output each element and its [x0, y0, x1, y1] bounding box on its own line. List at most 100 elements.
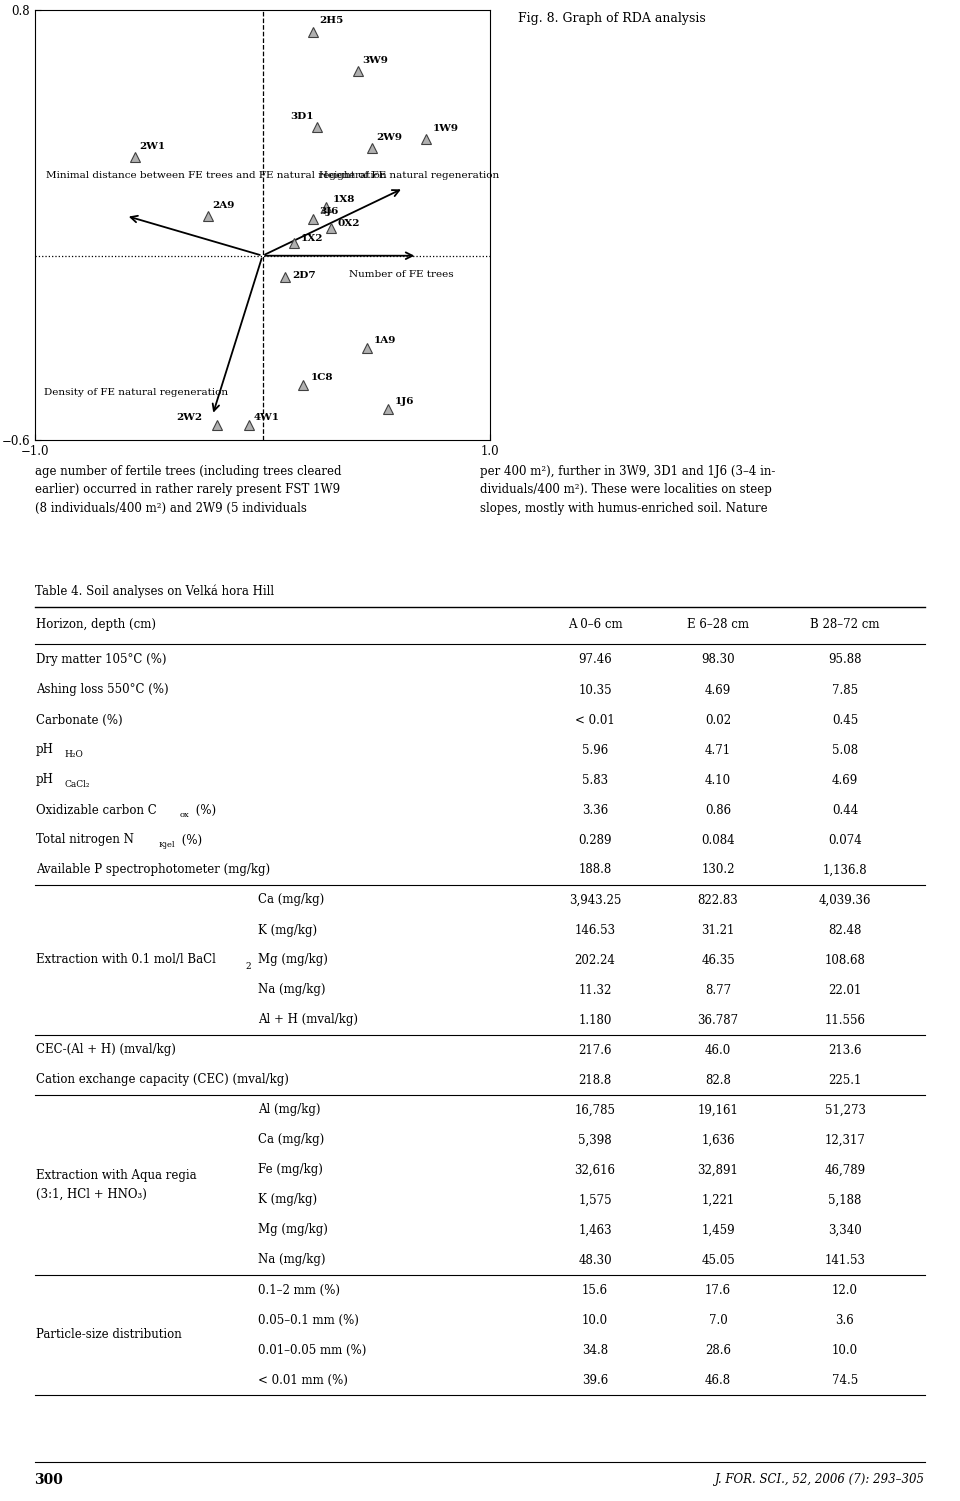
- Text: 1,575: 1,575: [578, 1193, 612, 1207]
- Text: 4.69: 4.69: [832, 773, 858, 787]
- Text: 32,891: 32,891: [698, 1163, 738, 1177]
- Text: K (mg/kg): K (mg/kg): [258, 923, 317, 937]
- Text: Particle-size distribution: Particle-size distribution: [36, 1328, 181, 1342]
- Text: Ca (mg/kg): Ca (mg/kg): [258, 893, 324, 907]
- Text: 1,463: 1,463: [578, 1223, 612, 1237]
- Text: 217.6: 217.6: [578, 1043, 612, 1057]
- Text: pH: pH: [36, 773, 54, 787]
- Text: 11.556: 11.556: [825, 1013, 866, 1027]
- Text: < 0.01: < 0.01: [575, 713, 614, 726]
- Text: Extraction with 0.1 mol/l BaCl: Extraction with 0.1 mol/l BaCl: [36, 953, 216, 967]
- Text: 5.96: 5.96: [582, 743, 608, 757]
- Text: B 28–72 cm: B 28–72 cm: [810, 618, 879, 632]
- Text: ox: ox: [180, 811, 190, 818]
- Text: Al (mg/kg): Al (mg/kg): [258, 1103, 321, 1117]
- Text: 0X2: 0X2: [338, 219, 360, 228]
- Text: 82.48: 82.48: [828, 923, 862, 937]
- Text: 17.6: 17.6: [705, 1283, 732, 1297]
- Text: Ca (mg/kg): Ca (mg/kg): [258, 1133, 324, 1147]
- Text: CaCl₂: CaCl₂: [65, 781, 90, 790]
- Text: 130.2: 130.2: [701, 863, 734, 877]
- Text: Mg (mg/kg): Mg (mg/kg): [258, 953, 328, 967]
- Text: 5.83: 5.83: [582, 773, 608, 787]
- Text: 188.8: 188.8: [578, 863, 612, 877]
- Text: age number of fertile trees (including trees cleared
earlier) occurred in rather: age number of fertile trees (including t…: [35, 465, 341, 515]
- Text: 1,221: 1,221: [702, 1193, 734, 1207]
- Text: 1J6: 1J6: [395, 398, 414, 407]
- Text: 218.8: 218.8: [578, 1073, 612, 1087]
- Text: 1W9: 1W9: [433, 125, 459, 134]
- Text: 98.30: 98.30: [701, 653, 734, 666]
- Text: (%): (%): [178, 833, 203, 847]
- Text: 97.46: 97.46: [578, 653, 612, 666]
- Text: 2W9: 2W9: [376, 134, 402, 143]
- Text: 36.787: 36.787: [697, 1013, 738, 1027]
- Text: 1X2: 1X2: [301, 234, 324, 243]
- Text: Carbonate (%): Carbonate (%): [36, 713, 123, 726]
- Text: Ashing loss 550°C (%): Ashing loss 550°C (%): [36, 683, 169, 696]
- Text: Available P spectrophotometer (mg/kg): Available P spectrophotometer (mg/kg): [36, 863, 270, 877]
- Text: 202.24: 202.24: [575, 953, 615, 967]
- Text: 16,785: 16,785: [574, 1103, 615, 1117]
- Text: Oxidizable carbon C: Oxidizable carbon C: [36, 803, 156, 817]
- Text: Height of FE natural regeneration: Height of FE natural regeneration: [320, 171, 499, 180]
- Text: 31.21: 31.21: [702, 923, 734, 937]
- Text: 19,161: 19,161: [698, 1103, 738, 1117]
- Text: A 0–6 cm: A 0–6 cm: [567, 618, 622, 632]
- Text: 1,636: 1,636: [701, 1133, 734, 1147]
- Text: 0.01–0.05 mm (%): 0.01–0.05 mm (%): [258, 1343, 367, 1357]
- Text: 32,616: 32,616: [574, 1163, 615, 1177]
- Text: 141.53: 141.53: [825, 1253, 866, 1267]
- Text: 146.53: 146.53: [574, 923, 615, 937]
- Text: 74.5: 74.5: [832, 1373, 858, 1387]
- Text: 0.05–0.1 mm (%): 0.05–0.1 mm (%): [258, 1313, 359, 1327]
- Text: 0.86: 0.86: [705, 803, 732, 817]
- Text: 2D7: 2D7: [292, 272, 316, 281]
- Text: 46.0: 46.0: [705, 1043, 732, 1057]
- Text: 0.1–2 mm (%): 0.1–2 mm (%): [258, 1283, 340, 1297]
- Text: 7.85: 7.85: [832, 683, 858, 696]
- Text: 3J6: 3J6: [320, 207, 339, 216]
- Text: 10.0: 10.0: [832, 1343, 858, 1357]
- Text: (%): (%): [192, 803, 217, 817]
- Text: < 0.01 mm (%): < 0.01 mm (%): [258, 1373, 348, 1387]
- Text: 5,398: 5,398: [578, 1133, 612, 1147]
- Text: 11.32: 11.32: [578, 983, 612, 997]
- Text: 12,317: 12,317: [825, 1133, 865, 1147]
- Text: Na (mg/kg): Na (mg/kg): [258, 1253, 325, 1267]
- Text: 225.1: 225.1: [828, 1073, 862, 1087]
- Text: (3:1, HCl + HNO₃): (3:1, HCl + HNO₃): [36, 1187, 147, 1201]
- Text: E 6–28 cm: E 6–28 cm: [687, 618, 749, 632]
- Text: Fe (mg/kg): Fe (mg/kg): [258, 1163, 323, 1177]
- Text: pH: pH: [36, 743, 54, 757]
- Text: 51,273: 51,273: [825, 1103, 866, 1117]
- Text: 3.36: 3.36: [582, 803, 608, 817]
- Text: 34.8: 34.8: [582, 1343, 608, 1357]
- Text: 8.77: 8.77: [705, 983, 732, 997]
- Text: 0.44: 0.44: [832, 803, 858, 817]
- Text: 0.45: 0.45: [832, 713, 858, 726]
- Text: Mg (mg/kg): Mg (mg/kg): [258, 1223, 328, 1237]
- Text: H₂O: H₂O: [65, 750, 84, 760]
- Text: 1.180: 1.180: [578, 1013, 612, 1027]
- Text: 822.83: 822.83: [698, 893, 738, 907]
- Text: 2A9: 2A9: [212, 201, 235, 210]
- Text: 3.6: 3.6: [835, 1313, 854, 1327]
- Text: 0.02: 0.02: [705, 713, 732, 726]
- Text: 300: 300: [35, 1472, 63, 1487]
- Text: 4.10: 4.10: [705, 773, 732, 787]
- Text: 4.69: 4.69: [705, 683, 732, 696]
- Text: 82.8: 82.8: [705, 1073, 731, 1087]
- Text: Table 4. Soil analyses on Velká hora Hill: Table 4. Soil analyses on Velká hora Hil…: [35, 585, 274, 599]
- Text: 0.074: 0.074: [828, 833, 862, 847]
- Text: 1C8: 1C8: [310, 372, 333, 381]
- Text: 46,789: 46,789: [825, 1163, 866, 1177]
- Text: 2H5: 2H5: [320, 17, 344, 26]
- Text: CEC-(Al + H) (mval/kg): CEC-(Al + H) (mval/kg): [36, 1043, 176, 1057]
- Text: Total nitrogen N: Total nitrogen N: [36, 833, 133, 847]
- Text: Extraction with Aqua regia: Extraction with Aqua regia: [36, 1169, 197, 1183]
- Text: 1,136.8: 1,136.8: [823, 863, 867, 877]
- Text: 5,188: 5,188: [828, 1193, 862, 1207]
- Text: 45.05: 45.05: [701, 1253, 734, 1267]
- Text: 2W2: 2W2: [176, 413, 203, 422]
